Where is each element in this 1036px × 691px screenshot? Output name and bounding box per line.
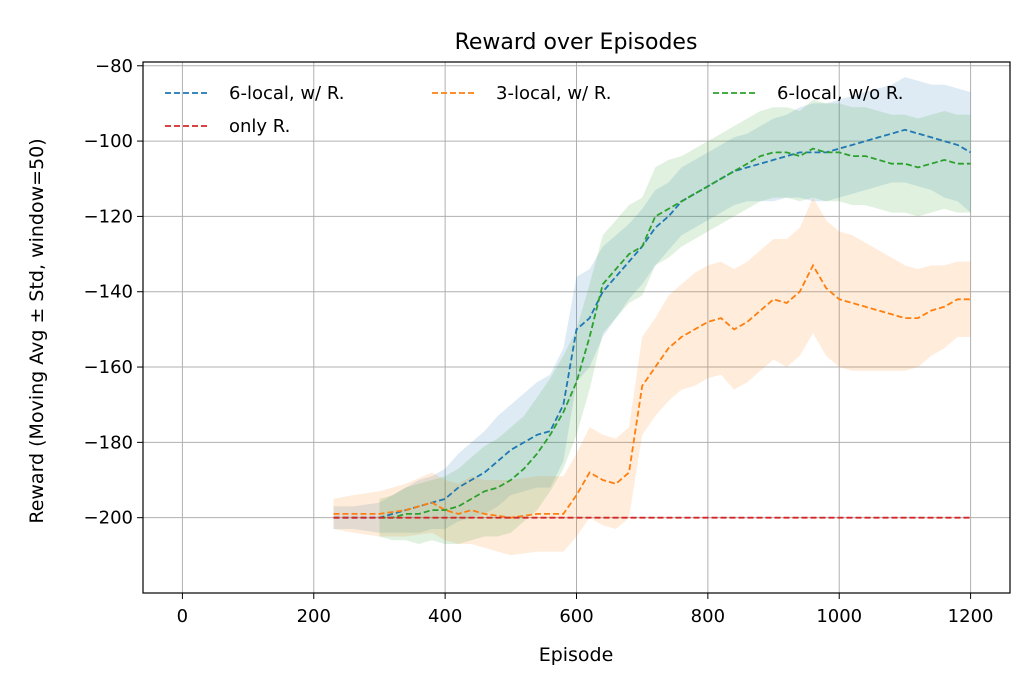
legend-label-0: 6-local, w/ R. — [229, 83, 344, 104]
y-tick-label: −140 — [84, 282, 133, 303]
chart-title: Reward over Episodes — [455, 30, 698, 55]
x-axis-label: Episode — [539, 644, 614, 666]
legend-label-2: 6-local, w/o R. — [777, 83, 903, 104]
series-line-2 — [379, 147, 971, 519]
x-tick-label: 800 — [691, 606, 725, 627]
y-axis-label: Reward (Moving Avg ± Std, window=50) — [26, 138, 48, 523]
std-band-series-0 — [333, 77, 971, 533]
x-tick-label: 0 — [177, 606, 188, 627]
y-tick-label: −180 — [84, 432, 133, 453]
series-line-0 — [333, 128, 972, 519]
std-band-series-2 — [379, 99, 971, 544]
x-tick-label: 400 — [428, 606, 462, 627]
std-bands — [333, 77, 971, 556]
series-line-1 — [333, 263, 971, 519]
x-tick-label: 600 — [559, 606, 593, 627]
legend-label-1: 3-local, w/ R. — [496, 83, 611, 104]
legend-label-3: only R. — [229, 116, 290, 137]
series-lines — [333, 128, 972, 519]
y-tick-label: −80 — [95, 56, 133, 77]
y-axis-ticks: −80 −100 −120 −140 −160 −180 −200 — [84, 56, 143, 529]
y-tick-label: −200 — [84, 508, 133, 529]
std-band-series-1 — [333, 197, 971, 556]
x-tick-label: 200 — [297, 606, 331, 627]
y-tick-label: −100 — [84, 131, 133, 152]
x-axis-ticks: 0 200 400 600 800 1000 1200 — [177, 593, 994, 627]
x-tick-label: 1000 — [816, 606, 862, 627]
x-tick-label: 1200 — [948, 606, 994, 627]
y-tick-label: −120 — [84, 206, 133, 227]
legend: 6-local, w/ R. 3-local, w/ R. 6-local, w/o… — [165, 83, 903, 137]
y-tick-label: −160 — [84, 357, 133, 378]
